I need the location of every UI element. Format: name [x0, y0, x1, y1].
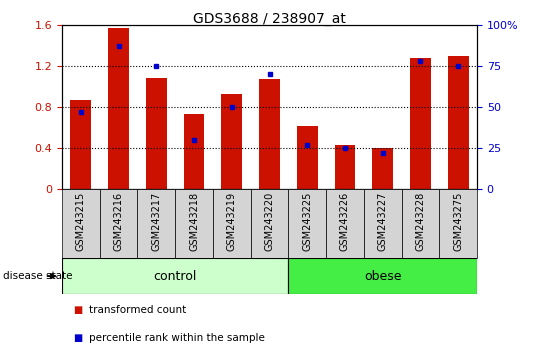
- Bar: [213, 189, 251, 258]
- Bar: [108, 28, 129, 189]
- Bar: [71, 100, 91, 189]
- Bar: [184, 114, 204, 189]
- Text: obese: obese: [364, 270, 402, 282]
- Bar: [326, 189, 364, 258]
- Bar: [335, 145, 355, 189]
- Text: GSM243216: GSM243216: [114, 192, 123, 251]
- Bar: [402, 189, 439, 258]
- Text: GSM243275: GSM243275: [453, 192, 463, 251]
- Bar: [439, 189, 477, 258]
- Text: ■: ■: [73, 305, 82, 315]
- Text: GSM243228: GSM243228: [416, 192, 425, 251]
- Bar: [259, 79, 280, 189]
- Text: GSM243220: GSM243220: [265, 192, 274, 251]
- Text: ■: ■: [73, 333, 82, 343]
- Bar: [448, 56, 468, 189]
- Bar: [137, 189, 175, 258]
- Text: GSM243215: GSM243215: [76, 192, 86, 251]
- Bar: [288, 189, 326, 258]
- Text: GDS3688 / 238907_at: GDS3688 / 238907_at: [193, 12, 346, 27]
- Bar: [251, 189, 288, 258]
- Text: GSM243227: GSM243227: [378, 192, 388, 251]
- Bar: [62, 258, 288, 294]
- Text: transformed count: transformed count: [89, 305, 186, 315]
- Bar: [288, 258, 477, 294]
- Bar: [222, 94, 242, 189]
- Bar: [62, 189, 100, 258]
- Text: GSM243217: GSM243217: [151, 192, 161, 251]
- Text: GSM243219: GSM243219: [227, 192, 237, 251]
- Text: GSM243218: GSM243218: [189, 192, 199, 251]
- Text: disease state: disease state: [3, 271, 72, 281]
- Text: GSM243225: GSM243225: [302, 192, 312, 251]
- Text: control: control: [154, 270, 197, 282]
- Bar: [372, 148, 393, 189]
- Bar: [146, 78, 167, 189]
- Bar: [410, 58, 431, 189]
- Bar: [175, 189, 213, 258]
- Bar: [100, 189, 137, 258]
- Bar: [364, 189, 402, 258]
- Text: percentile rank within the sample: percentile rank within the sample: [89, 333, 265, 343]
- Text: GSM243226: GSM243226: [340, 192, 350, 251]
- Bar: [297, 126, 317, 189]
